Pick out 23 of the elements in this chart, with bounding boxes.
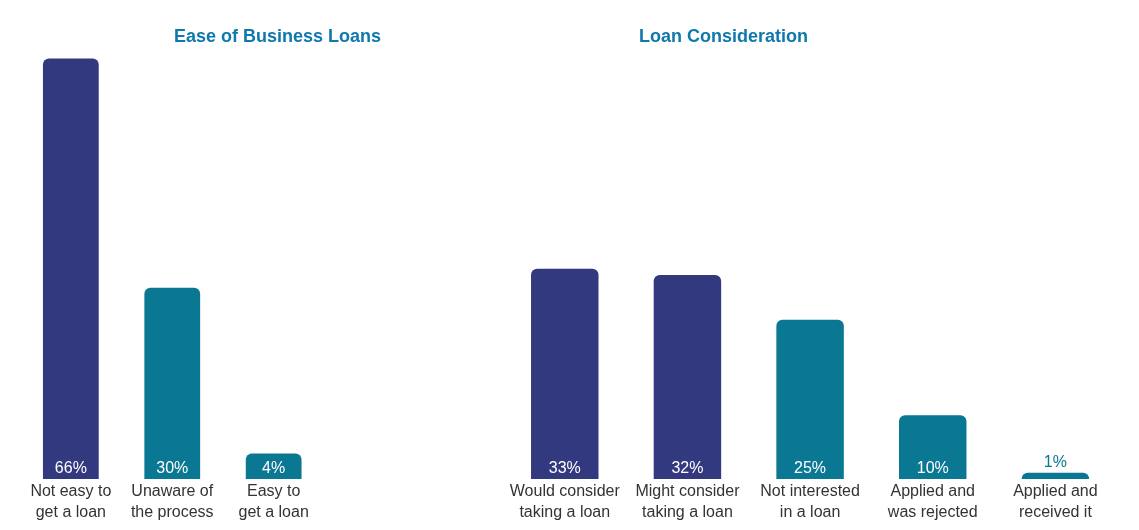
x-tick-label: Not easy to get a loan <box>30 482 112 520</box>
x-tick-label: Not interested in a loan <box>760 482 860 520</box>
bar <box>1021 472 1090 479</box>
x-tick-label: Applied and received it <box>1013 482 1098 520</box>
data-label: 10% <box>916 459 949 476</box>
x-tick-label: Might consider taking a loan <box>635 482 741 520</box>
data-label: 4% <box>262 459 286 476</box>
bar <box>776 319 844 479</box>
data-label: 66% <box>54 459 87 476</box>
data-label: 1% <box>1043 452 1067 470</box>
x-tick-label: Applied and was rejected <box>886 482 978 520</box>
x-tick-label: Unaware of the process <box>130 482 214 520</box>
data-label: 25% <box>794 459 827 476</box>
chart-title: Loan Consideration <box>639 26 809 46</box>
bar <box>531 268 599 479</box>
data-label: 30% <box>156 459 189 476</box>
bar <box>653 275 722 479</box>
x-tick-label: Easy to get a loan <box>238 482 309 520</box>
bar <box>899 415 967 479</box>
data-label: 33% <box>548 459 581 476</box>
x-tick-label: Would consider taking a loan <box>509 482 621 520</box>
chart-title: Ease of Business Loans <box>174 26 382 46</box>
data-label: 32% <box>671 459 704 476</box>
